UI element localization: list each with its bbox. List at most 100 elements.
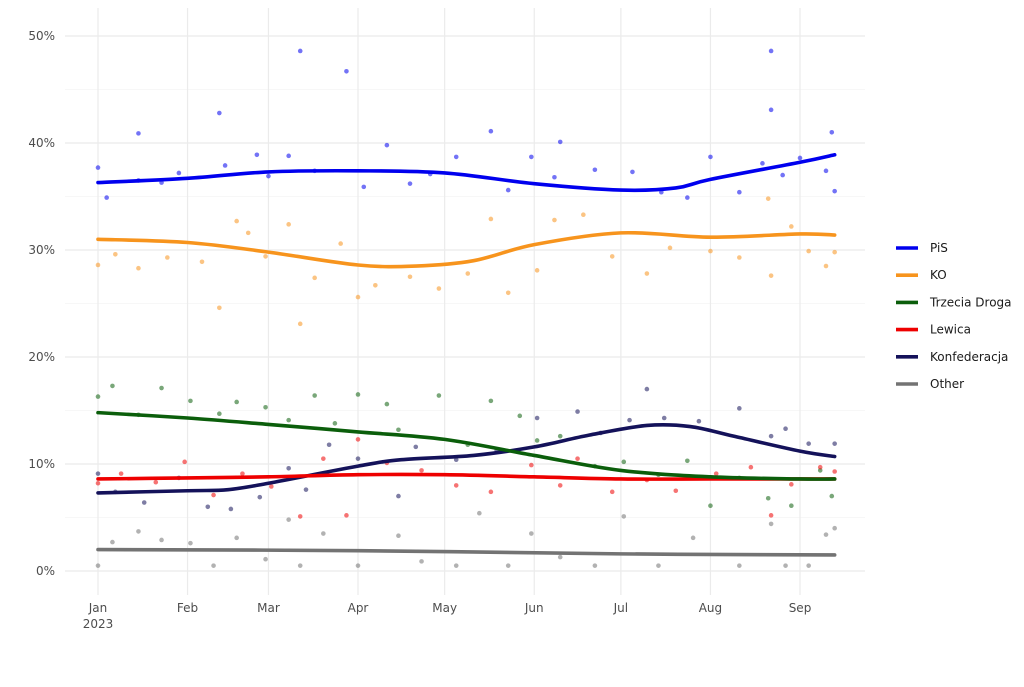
poll-point-ko — [136, 265, 141, 271]
poll-point-pis — [768, 107, 774, 113]
poll-point-other — [592, 563, 598, 568]
poll-point-lewica — [321, 456, 326, 461]
poll-point-pis — [797, 155, 803, 161]
poll-point-other — [234, 535, 239, 541]
x-tick-label: Mar — [257, 601, 280, 615]
poll-point-pis — [832, 188, 837, 194]
poll-point-trzecia-droga — [159, 385, 164, 391]
poll-point-trzecia-droga — [217, 411, 222, 417]
poll-point-other — [806, 563, 811, 568]
poll-point-konfederacja — [413, 444, 419, 450]
x-tick-label: Aug — [699, 601, 722, 615]
x-tick-label: Jun — [524, 601, 544, 615]
poll-point-pis — [630, 169, 635, 175]
poll-point-konfederacja — [783, 426, 788, 431]
poll-point-ko — [113, 251, 118, 257]
poll-point-konfederacja — [95, 471, 101, 476]
poll-point-lewica — [118, 471, 124, 476]
poll-point-trzecia-droga — [286, 417, 291, 423]
poll-point-pis — [760, 161, 765, 166]
poll-point-other — [419, 559, 424, 564]
poll-point-other — [453, 563, 459, 568]
poll-point-other — [823, 532, 829, 537]
x-tick-label: Jul — [613, 601, 628, 615]
poll-point-ko — [581, 212, 586, 217]
poll-point-ko — [95, 262, 101, 268]
poll-point-other — [159, 537, 164, 543]
poll-point-trzecia-droga — [517, 413, 523, 419]
poll-point-trzecia-droga — [396, 427, 401, 433]
poll-point-ko — [312, 275, 317, 281]
trend-lines — [96, 152, 837, 557]
poll-point-trzecia-droga — [557, 433, 563, 439]
legend: PiS KO Trzecia Droga Lewica Konfederacja Othe… — [896, 241, 1012, 391]
poll-point-other — [557, 554, 563, 560]
poll-point-konfederacja — [575, 409, 580, 414]
poll-point-trzecia-droga — [234, 399, 239, 405]
x-tick-label: May — [432, 601, 457, 615]
poll-point-trzecia-droga — [384, 401, 390, 407]
y-tick-label: 20% — [28, 350, 55, 364]
poll-point-pis — [529, 154, 534, 160]
poll-point-ko — [263, 254, 268, 259]
poll-point-ko — [789, 224, 794, 229]
poll-point-trzecia-droga — [263, 404, 268, 410]
poll-point-pis — [505, 187, 511, 193]
poll-point-ko — [505, 290, 511, 296]
poll-point-konfederacja — [453, 457, 459, 463]
poll-point-pis — [708, 154, 713, 160]
x-tick-sublabel: 2023 — [83, 617, 114, 631]
poll-point-konfederacja — [661, 415, 667, 421]
poll-point-trzecia-droga — [829, 493, 835, 499]
poll-point-trzecia-droga — [817, 468, 823, 473]
y-axis-ticks: 0% 10% 20% 30% 40% 50% — [28, 29, 55, 578]
poll-point-lewica — [355, 437, 361, 442]
poll-point-other — [297, 563, 303, 568]
poll-point-ko — [832, 249, 837, 255]
poll-point-lewica — [832, 469, 837, 474]
x-tick-label: Sep — [789, 601, 812, 615]
poll-point-lewica — [297, 514, 303, 519]
poll-point-konfederacja — [326, 442, 332, 448]
legend-label: Konfederacja — [930, 350, 1008, 364]
poll-point-pis — [552, 174, 557, 180]
y-tick-label: 40% — [28, 136, 55, 150]
poll-point-pis — [104, 195, 109, 200]
poll-point-pis — [488, 128, 494, 134]
poll-point-ko — [765, 196, 771, 201]
poll-point-pis — [592, 167, 598, 173]
poll-point-lewica — [789, 482, 794, 487]
poll-point-lewica — [182, 459, 187, 465]
poll-point-ko — [552, 217, 557, 223]
poll-point-konfederacja — [141, 500, 147, 505]
poll-point-pis — [217, 110, 222, 116]
poll-point-ko — [245, 230, 251, 236]
poll-point-ko — [373, 283, 378, 288]
poll-point-konfederacja — [644, 386, 650, 392]
poll-point-konfederacja — [286, 465, 291, 471]
poll-point-ko — [768, 273, 774, 278]
poll-point-ko — [165, 255, 170, 260]
poll-point-lewica — [817, 464, 823, 470]
poll-point-trzecia-droga — [488, 398, 494, 404]
poll-point-pis — [361, 184, 367, 190]
y-tick-label: 50% — [28, 29, 55, 43]
poll-point-trzecia-droga — [332, 421, 338, 426]
poll-point-ko — [644, 271, 650, 276]
poll-point-pis — [95, 165, 101, 170]
poll-point-other — [690, 535, 696, 541]
poll-point-trzecia-droga — [95, 394, 101, 399]
poll-point-konfederacja — [303, 487, 309, 492]
x-axis-ticks: Jan 2023 Feb Mar Apr May Jun Jul Aug Sep — [83, 601, 812, 631]
poll-point-lewica — [419, 468, 424, 473]
poll-point-trzecia-droga — [355, 392, 361, 397]
poll-point-ko — [609, 254, 615, 259]
poll-point-other — [211, 563, 216, 568]
poll-point-pis — [780, 172, 785, 178]
trend-line-other — [96, 547, 837, 557]
poll-point-konfederacja — [768, 433, 774, 439]
poll-point-ko — [823, 263, 829, 269]
poll-point-other — [621, 514, 627, 519]
